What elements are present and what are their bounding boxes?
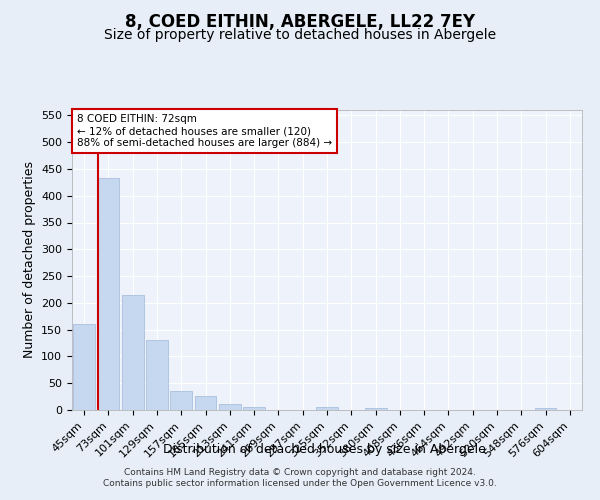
Bar — [122, 295, 143, 410]
Bar — [146, 340, 168, 410]
Text: 8, COED EITHIN, ABERGELE, LL22 7EY: 8, COED EITHIN, ABERGELE, LL22 7EY — [125, 12, 475, 30]
Bar — [73, 324, 95, 410]
Text: Contains HM Land Registry data © Crown copyright and database right 2024.
Contai: Contains HM Land Registry data © Crown c… — [103, 468, 497, 487]
Text: Distribution of detached houses by size in Abergele: Distribution of detached houses by size … — [163, 442, 485, 456]
Bar — [219, 404, 241, 410]
Bar — [170, 390, 192, 410]
Bar — [365, 408, 386, 410]
Bar — [243, 407, 265, 410]
Text: Size of property relative to detached houses in Abergele: Size of property relative to detached ho… — [104, 28, 496, 42]
Bar — [97, 178, 119, 410]
Y-axis label: Number of detached properties: Number of detached properties — [23, 162, 35, 358]
Bar — [535, 408, 556, 410]
Bar — [194, 396, 217, 410]
Bar — [316, 408, 338, 410]
Text: 8 COED EITHIN: 72sqm
← 12% of detached houses are smaller (120)
88% of semi-deta: 8 COED EITHIN: 72sqm ← 12% of detached h… — [77, 114, 332, 148]
